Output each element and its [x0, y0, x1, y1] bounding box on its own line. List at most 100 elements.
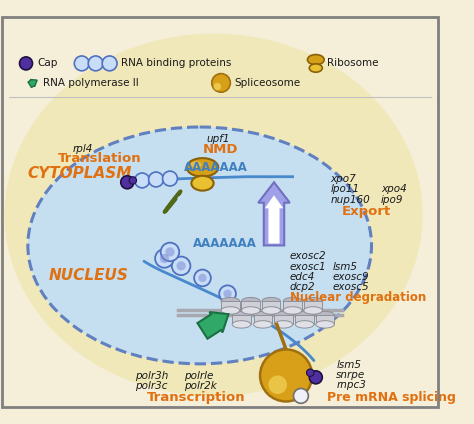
Text: dcp2: dcp2 — [290, 282, 315, 292]
Text: AAAAAAA: AAAAAAA — [193, 237, 257, 250]
Text: CYTOPLASM: CYTOPLASM — [28, 166, 132, 181]
Ellipse shape — [241, 298, 260, 305]
Circle shape — [260, 349, 312, 402]
Text: rnpc3: rnpc3 — [336, 380, 366, 391]
Circle shape — [160, 254, 169, 263]
FancyBboxPatch shape — [232, 315, 251, 324]
Ellipse shape — [262, 307, 281, 314]
Ellipse shape — [283, 298, 302, 305]
Text: NUCLEUS: NUCLEUS — [48, 268, 128, 283]
Text: xpo7: xpo7 — [331, 174, 356, 184]
Text: nup160: nup160 — [331, 195, 370, 205]
Text: exosc1: exosc1 — [290, 262, 327, 272]
FancyArrow shape — [258, 182, 290, 245]
Ellipse shape — [187, 158, 218, 177]
Text: lpo11: lpo11 — [331, 184, 360, 195]
Ellipse shape — [221, 307, 240, 314]
Text: upf1: upf1 — [206, 134, 230, 144]
Text: AAAAAAA: AAAAAAA — [184, 161, 248, 174]
Ellipse shape — [232, 321, 251, 328]
FancyBboxPatch shape — [274, 315, 292, 324]
Text: rpl4: rpl4 — [73, 144, 93, 153]
Ellipse shape — [241, 307, 260, 314]
Ellipse shape — [262, 298, 281, 305]
Circle shape — [214, 83, 221, 90]
Circle shape — [163, 171, 177, 186]
Circle shape — [293, 388, 309, 403]
Text: Transcription: Transcription — [147, 391, 246, 404]
Circle shape — [310, 371, 322, 384]
Text: polr3h: polr3h — [135, 371, 168, 381]
Circle shape — [219, 285, 236, 302]
FancyBboxPatch shape — [221, 301, 240, 310]
Text: lsm5: lsm5 — [336, 360, 361, 370]
Circle shape — [135, 173, 149, 188]
Text: exosc5: exosc5 — [332, 282, 369, 292]
Text: edc4: edc4 — [290, 272, 315, 282]
Text: polr3c: polr3c — [135, 382, 167, 391]
Ellipse shape — [304, 298, 322, 305]
Circle shape — [149, 172, 164, 187]
Circle shape — [155, 249, 173, 268]
Ellipse shape — [254, 321, 272, 328]
Ellipse shape — [274, 321, 292, 328]
Ellipse shape — [221, 298, 240, 305]
Text: xpo4: xpo4 — [381, 184, 407, 195]
Circle shape — [161, 243, 179, 261]
Ellipse shape — [316, 311, 334, 319]
FancyBboxPatch shape — [262, 301, 281, 310]
Text: Export: Export — [342, 205, 391, 218]
FancyArrow shape — [198, 312, 228, 339]
Circle shape — [268, 376, 287, 394]
Circle shape — [223, 290, 232, 298]
Circle shape — [121, 176, 134, 189]
Circle shape — [88, 56, 103, 71]
Text: Pre mRNA splicing: Pre mRNA splicing — [327, 391, 456, 404]
Text: lsm5: lsm5 — [332, 262, 357, 272]
Circle shape — [19, 57, 33, 70]
Circle shape — [198, 274, 207, 282]
FancyBboxPatch shape — [241, 301, 260, 310]
Ellipse shape — [304, 307, 322, 314]
Ellipse shape — [28, 127, 372, 364]
Ellipse shape — [295, 321, 314, 328]
Text: snrpe: snrpe — [336, 370, 365, 380]
Text: polrle: polrle — [184, 371, 213, 381]
Ellipse shape — [283, 307, 302, 314]
FancyBboxPatch shape — [316, 315, 334, 324]
Text: exosc9: exosc9 — [332, 272, 369, 282]
Circle shape — [212, 74, 230, 92]
FancyBboxPatch shape — [304, 301, 322, 310]
Ellipse shape — [232, 311, 251, 319]
FancyArrow shape — [264, 195, 283, 243]
Circle shape — [102, 56, 117, 71]
Ellipse shape — [308, 55, 324, 65]
Circle shape — [129, 177, 137, 184]
Text: polr2k: polr2k — [184, 382, 217, 391]
FancyBboxPatch shape — [254, 315, 272, 324]
Circle shape — [172, 257, 191, 275]
Text: Translation: Translation — [57, 152, 141, 165]
Circle shape — [176, 261, 186, 271]
FancyArrow shape — [28, 80, 37, 87]
Ellipse shape — [191, 176, 214, 191]
Text: RNA polymerase II: RNA polymerase II — [43, 78, 138, 88]
Text: ipo9: ipo9 — [381, 195, 403, 205]
Ellipse shape — [295, 311, 314, 319]
Text: Spliceosome: Spliceosome — [234, 78, 300, 88]
Circle shape — [307, 369, 314, 377]
Circle shape — [165, 247, 174, 257]
Text: Ribosome: Ribosome — [327, 59, 378, 68]
Ellipse shape — [310, 64, 322, 72]
Text: exosc2: exosc2 — [290, 251, 327, 261]
FancyBboxPatch shape — [283, 301, 302, 310]
Circle shape — [74, 56, 89, 71]
Ellipse shape — [316, 321, 334, 328]
Ellipse shape — [254, 311, 272, 319]
Text: RNA binding proteins: RNA binding proteins — [121, 59, 231, 68]
FancyBboxPatch shape — [295, 315, 314, 324]
Text: Cap: Cap — [37, 59, 57, 68]
Ellipse shape — [191, 162, 201, 168]
Ellipse shape — [274, 311, 292, 319]
Ellipse shape — [5, 33, 423, 396]
